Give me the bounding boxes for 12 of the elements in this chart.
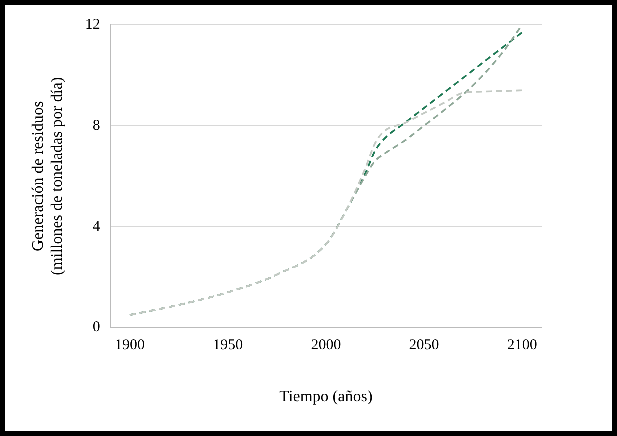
x-tick-label: 1950 [213,338,244,354]
y-axis-title: Generación de residuos (millones de toneladas por día) [30,77,66,276]
y-tick-label: 12 [85,16,100,33]
x-axis-title: Tiempo (años) [280,388,373,406]
x-tick-label: 2100 [507,338,538,354]
x-tick-label: 1900 [115,338,146,354]
x-tick-label: 2050 [409,338,440,354]
line-series [129,90,524,316]
x-tick-label: 2000 [311,338,342,354]
y-tick-label: 4 [92,218,101,235]
y-tick-label: 0 [92,320,100,336]
y-tick-label: 8 [92,118,100,134]
